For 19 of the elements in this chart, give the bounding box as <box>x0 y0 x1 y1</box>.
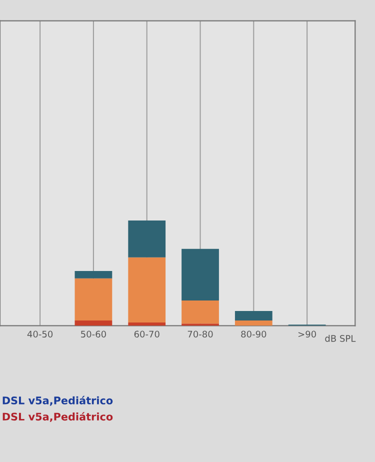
bar <box>74 271 112 278</box>
x-tick-label: 40-50 <box>27 330 53 338</box>
x-tick-label: 80-90 <box>241 330 266 338</box>
x-tick-label: 50-60 <box>81 330 106 338</box>
x-tick-label: 70-80 <box>188 330 213 338</box>
text: DSL v5a,Pediátrico <box>2 412 113 422</box>
x-axis-title: dB SPL <box>325 334 356 342</box>
bar <box>234 320 272 326</box>
bar <box>128 257 166 323</box>
bar <box>234 310 272 320</box>
x-tick-label: >90 <box>298 330 316 338</box>
x-tick-label: 60-70 <box>134 330 160 338</box>
bar <box>128 220 166 258</box>
text: DSL v5a,Pediátrico <box>2 396 113 406</box>
bar <box>182 300 219 324</box>
bar <box>74 278 112 320</box>
bar <box>182 248 219 300</box>
bar <box>74 320 112 326</box>
bar <box>128 322 166 326</box>
